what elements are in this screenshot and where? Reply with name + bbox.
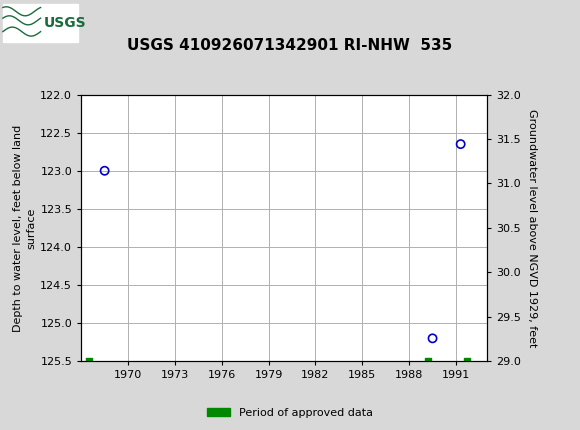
Point	[100, 167, 109, 174]
Point	[456, 141, 465, 147]
Point	[462, 358, 472, 365]
Point	[428, 335, 437, 342]
Bar	[3, 3, 78, 42]
Point	[84, 358, 93, 365]
Point	[423, 358, 433, 365]
Y-axis label: Groundwater level above NGVD 1929, feet: Groundwater level above NGVD 1929, feet	[527, 109, 536, 347]
Legend: Period of approved data: Period of approved data	[203, 403, 377, 422]
Y-axis label: Depth to water level, feet below land
surface: Depth to water level, feet below land su…	[13, 124, 36, 332]
Text: USGS 410926071342901 RI-NHW  535: USGS 410926071342901 RI-NHW 535	[128, 38, 452, 52]
Text: USGS: USGS	[44, 15, 86, 30]
